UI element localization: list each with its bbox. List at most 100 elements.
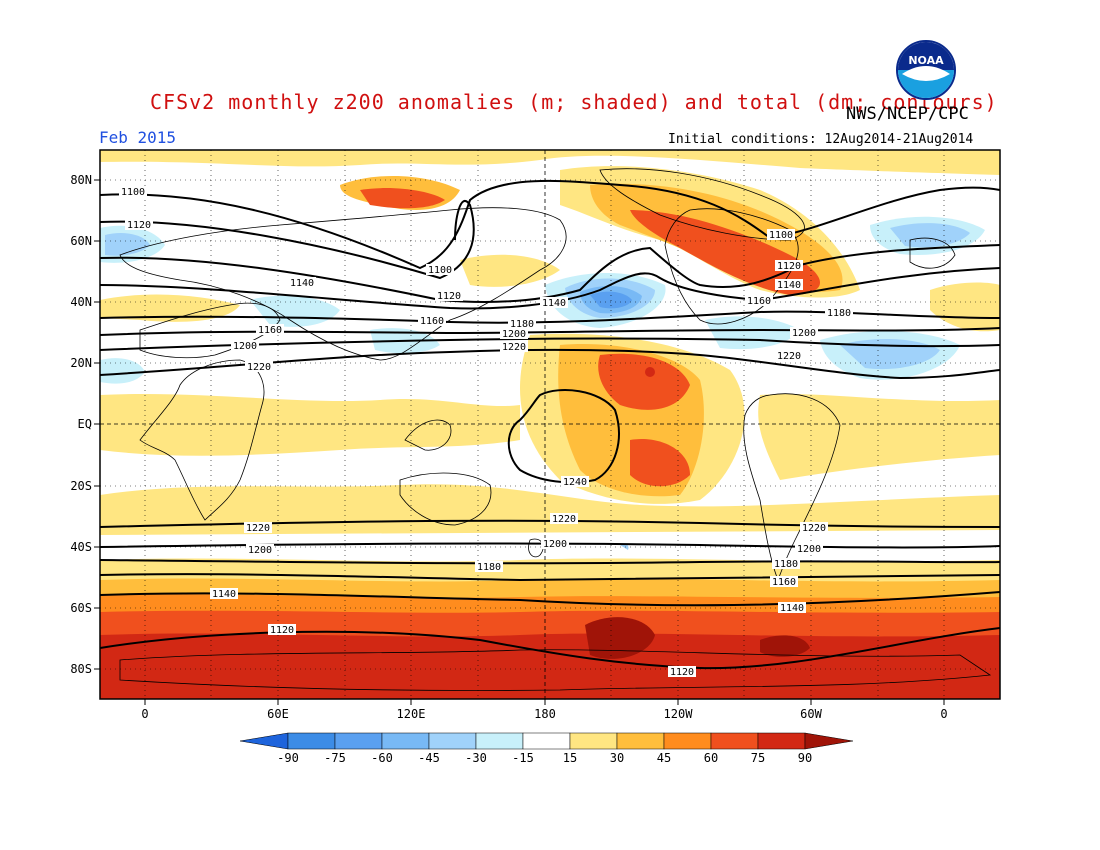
svg-text:1200: 1200 [797,544,821,555]
svg-text:1200: 1200 [502,329,526,340]
lon-label: 60E [267,707,289,721]
lat-label: 80S [70,662,92,676]
svg-text:1220: 1220 [246,523,270,534]
svg-text:1120: 1120 [437,291,461,302]
svg-text:1220: 1220 [777,351,801,362]
contour-label: 1120 [125,219,153,231]
colorbar-label: 15 [562,751,578,765]
svg-text:1220: 1220 [502,342,526,353]
colorbar-label: -15 [512,751,534,765]
colorbar-label: 45 [656,751,672,765]
svg-text:1160: 1160 [747,296,771,307]
svg-text:1220: 1220 [247,362,271,373]
colorbar-low-arrow [239,732,289,750]
noaa-logo-icon: NOAA [896,40,956,100]
contour-label: 1100 [426,264,454,276]
agency-label: NWS/NCEP/CPC [846,104,969,124]
svg-text:1200: 1200 [792,328,816,339]
colorbar [239,732,854,750]
contour-label: 1220 [244,522,272,534]
colorbar-label: 60 [703,751,719,765]
svg-text:1120: 1120 [777,261,801,272]
contour-label: 1120 [668,666,696,678]
colorbar-label: -90 [277,751,299,765]
contour-label: 1120 [775,260,803,272]
contour-label: 1200 [795,543,823,555]
height-contours [100,179,1000,670]
contour-label: 1100 [767,229,795,241]
contour-label: 1180 [825,307,853,319]
svg-text:1200: 1200 [248,545,272,556]
svg-text:NOAA: NOAA [908,54,944,67]
colorbar-high-arrow [804,732,854,750]
svg-text:1220: 1220 [552,514,576,525]
colorbar-label: -75 [324,751,346,765]
colorbar-swatch [569,732,618,750]
svg-text:1100: 1100 [121,187,145,198]
contour-label: 1160 [418,315,446,327]
svg-text:1180: 1180 [477,562,501,573]
svg-text:1140: 1140 [212,589,236,600]
svg-text:1200: 1200 [233,341,257,352]
svg-text:1140: 1140 [290,278,314,289]
svg-text:1200: 1200 [543,539,567,550]
contour-label: 1200 [541,538,569,550]
colorbar-swatch [428,732,477,750]
svg-text:1140: 1140 [777,280,801,291]
svg-text:1100: 1100 [428,265,452,276]
colorbar-swatch [757,732,806,750]
contour-label: 1200 [231,340,259,352]
contour-label: 1200 [790,327,818,339]
contour-label: 1200 [500,328,528,340]
lon-label: 60W [800,707,822,721]
lat-label: EQ [77,417,92,431]
svg-text:1160: 1160 [772,577,796,588]
colorbar-swatch [475,732,524,750]
axis-ticks [94,179,945,705]
contour-label: 1180 [508,318,536,330]
lat-label: 20N [70,356,92,370]
svg-text:1160: 1160 [420,316,444,327]
contour-label: 1140 [775,279,803,291]
contour-label: 1120 [268,624,296,636]
contour-label: 1140 [288,277,316,289]
colorbar-label: -60 [371,751,393,765]
contour-label: 1140 [540,297,568,309]
contour-label: 1220 [550,513,578,525]
contour-label: 1160 [770,576,798,588]
contour-label: 1160 [256,324,284,336]
equator-dateline [100,150,1000,699]
contour-label: 1220 [775,350,803,362]
lat-label: 40S [70,540,92,554]
contour-label: 1220 [800,522,828,534]
lon-label: 120E [396,707,426,721]
colorbar-label: 90 [797,751,813,765]
lat-label: 60N [70,234,92,248]
chart-title: CFSv2 monthly z200 anomalies (m; shaded)… [150,90,998,114]
lat-label: 60S [70,601,92,615]
contour-label: 1240 [561,476,589,488]
colorbar-label: 75 [750,751,766,765]
lat-label: 40N [70,295,92,309]
colorbar-label: -30 [465,751,487,765]
colorbar-swatch [287,732,336,750]
lon-label: 180 [534,707,556,721]
svg-text:1160: 1160 [258,325,282,336]
contour-label: 1220 [245,361,273,373]
svg-text:1180: 1180 [510,319,534,330]
lat-label: 80N [70,173,92,187]
valid-month-label: Feb 2015 [99,128,177,147]
colorbar-swatch [616,732,665,750]
colorbar-swatch [710,732,759,750]
lat-label: 20S [70,479,92,493]
colorbar-swatch [522,732,571,750]
contour-label: 1140 [210,588,238,600]
contour-label: 1220 [500,341,528,353]
contour-label: 1180 [772,558,800,570]
negative-anomaly-shading [100,216,985,550]
colorbar-label: -45 [418,751,440,765]
colorbar-label: 30 [609,751,625,765]
contour-label: 1200 [246,544,274,556]
svg-text:1240: 1240 [563,477,587,488]
